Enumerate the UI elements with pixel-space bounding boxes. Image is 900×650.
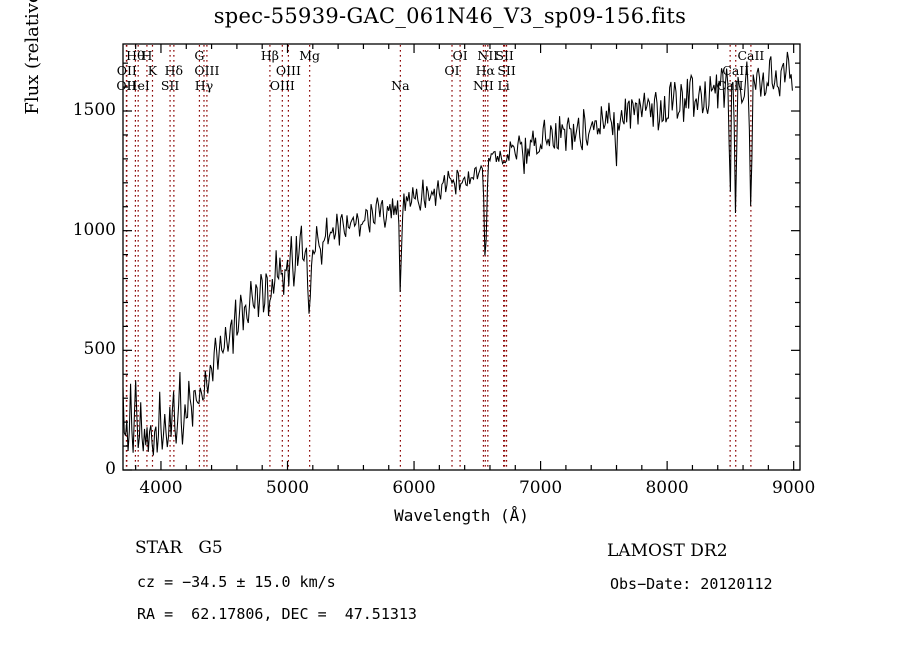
y-tick-labels: 0 500 1000 1500 [52, 0, 116, 650]
meta-survey: LAMOST DR2 [607, 541, 728, 561]
y-tick-label: 0 [105, 459, 116, 479]
x-tick-label: 9000 [772, 478, 816, 498]
meta-star-class: STAR G5 [135, 538, 223, 558]
x-tick-label: 8000 [645, 478, 689, 498]
x-tick-label: 5000 [265, 478, 310, 498]
x-tick-label: 6000 [392, 478, 436, 498]
meta-obs-date: Obs−Date: 20120112 [610, 575, 773, 593]
plot-frame [122, 43, 801, 471]
y-tick-label: 1500 [72, 100, 116, 120]
meta-coords: RA = 62.17806, DEC = 47.51313 [137, 605, 417, 623]
x-tick-label: 4000 [139, 478, 183, 498]
meta-cz: cz = −34.5 ± 15.0 km/s [137, 573, 336, 591]
page-title: spec-55939-GAC_061N46_V3_sp09-156.fits [213, 4, 687, 28]
y-tick-label: 1000 [72, 219, 116, 240]
y-tick-label: 500 [83, 339, 116, 360]
x-tick-label: 7000 [518, 478, 563, 498]
x-axis-label: Wavelength (Å) [394, 506, 529, 525]
spectrum-trace [122, 51, 793, 456]
